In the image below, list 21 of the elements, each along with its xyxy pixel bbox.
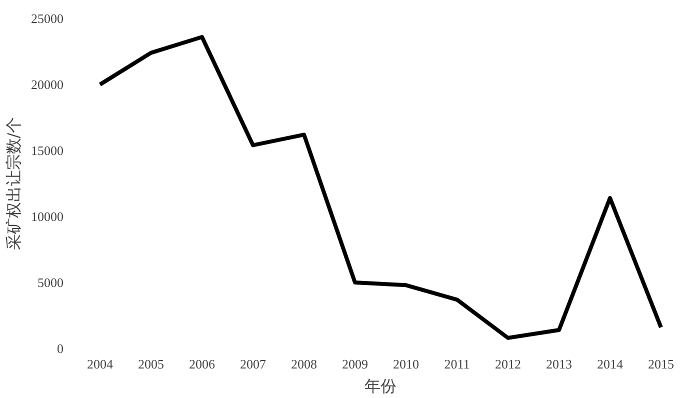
x-tick-label: 2012 [495, 356, 521, 372]
x-tick-label: 2015 [648, 356, 674, 372]
y-axis-title: 采矿权出让宗数/个 [4, 116, 23, 250]
x-tick-label: 2010 [393, 356, 419, 372]
x-tick-label: 2014 [597, 356, 624, 372]
y-tick-label: 10000 [31, 209, 64, 224]
line-series [98, 34, 663, 340]
y-tick-label: 5000 [38, 275, 64, 290]
x-tick-label: 2008 [291, 356, 317, 372]
x-tick-label: 2005 [138, 356, 164, 372]
y-tick-label: 0 [57, 341, 64, 356]
x-tick-label: 2006 [189, 356, 216, 372]
y-tick-label: 15000 [31, 143, 64, 158]
x-tick-label: 2013 [546, 356, 572, 372]
y-tick-label: 20000 [31, 77, 64, 92]
x-tick-label: 2004 [87, 356, 114, 372]
x-tick-label: 2011 [444, 356, 470, 372]
x-tick-label: 2007 [240, 356, 266, 372]
x-tick-label: 2009 [342, 356, 368, 372]
x-axis-title: 年份 [364, 376, 396, 396]
y-tick-label: 25000 [31, 11, 64, 26]
